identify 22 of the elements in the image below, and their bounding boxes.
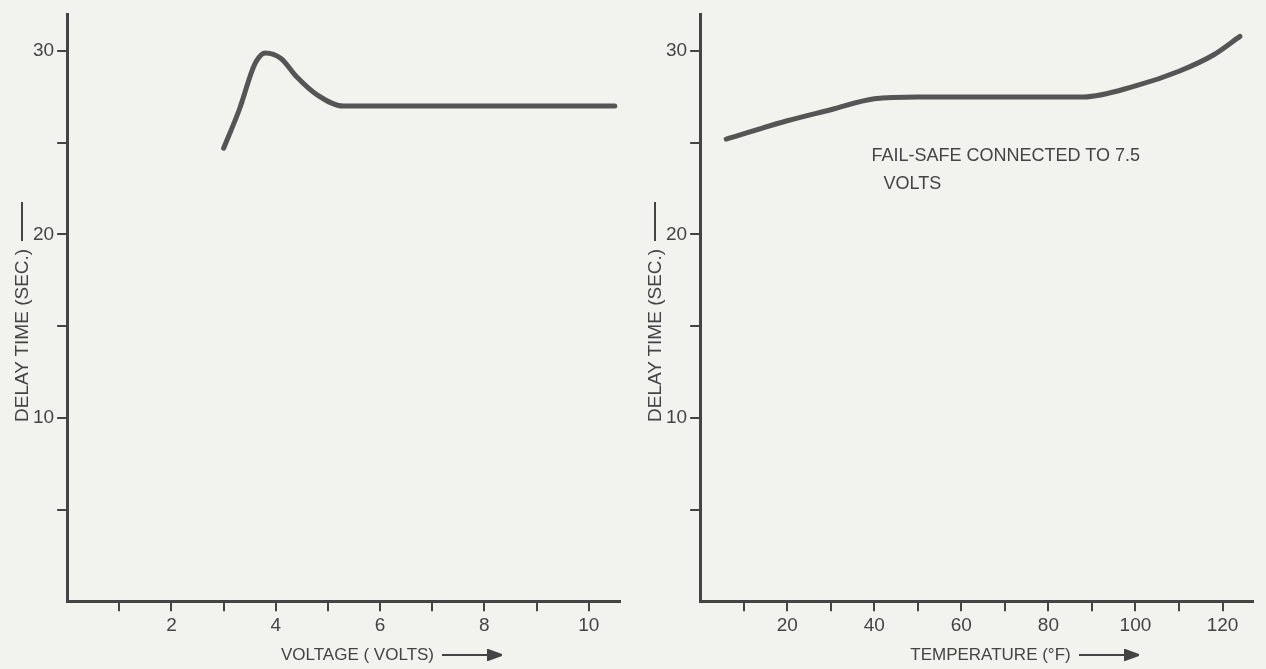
y-tick-label: 10 [665, 406, 688, 428]
x-tick-label: 4 [270, 613, 282, 635]
x-tick-label: 80 [1037, 613, 1059, 635]
x-tick-label: 2 [166, 613, 177, 635]
x-tick-label: 10 [578, 613, 600, 635]
x-tick-label: 20 [776, 613, 798, 635]
x-axis-title: VOLTAGE ( VOLTS) [280, 645, 435, 665]
y-axis-title: DELAY TIME (SEC.) [644, 248, 666, 422]
x-tick-label: 6 [374, 613, 386, 635]
x-tick-label: 100 [1119, 613, 1152, 635]
x-tick-label: 40 [863, 613, 885, 635]
x-tick-label: 8 [479, 613, 490, 635]
x-tick-label: 120 [1206, 613, 1239, 635]
y-tick-label: 10 [32, 406, 55, 428]
y-tick-label: 20 [32, 222, 55, 244]
y-tick-label: 20 [665, 222, 688, 244]
x-tick-label: 60 [950, 613, 972, 635]
y-axis-title: DELAY TIME (SEC.) [11, 248, 33, 422]
y-tick-label: 30 [32, 39, 55, 61]
x-axis-title: TEMPERATURE (°F) [910, 645, 1071, 665]
annotation: FAIL-SAFE CONNECTED TO 7.5 VOLTS [871, 145, 1140, 194]
y-tick-label: 30 [665, 39, 688, 61]
